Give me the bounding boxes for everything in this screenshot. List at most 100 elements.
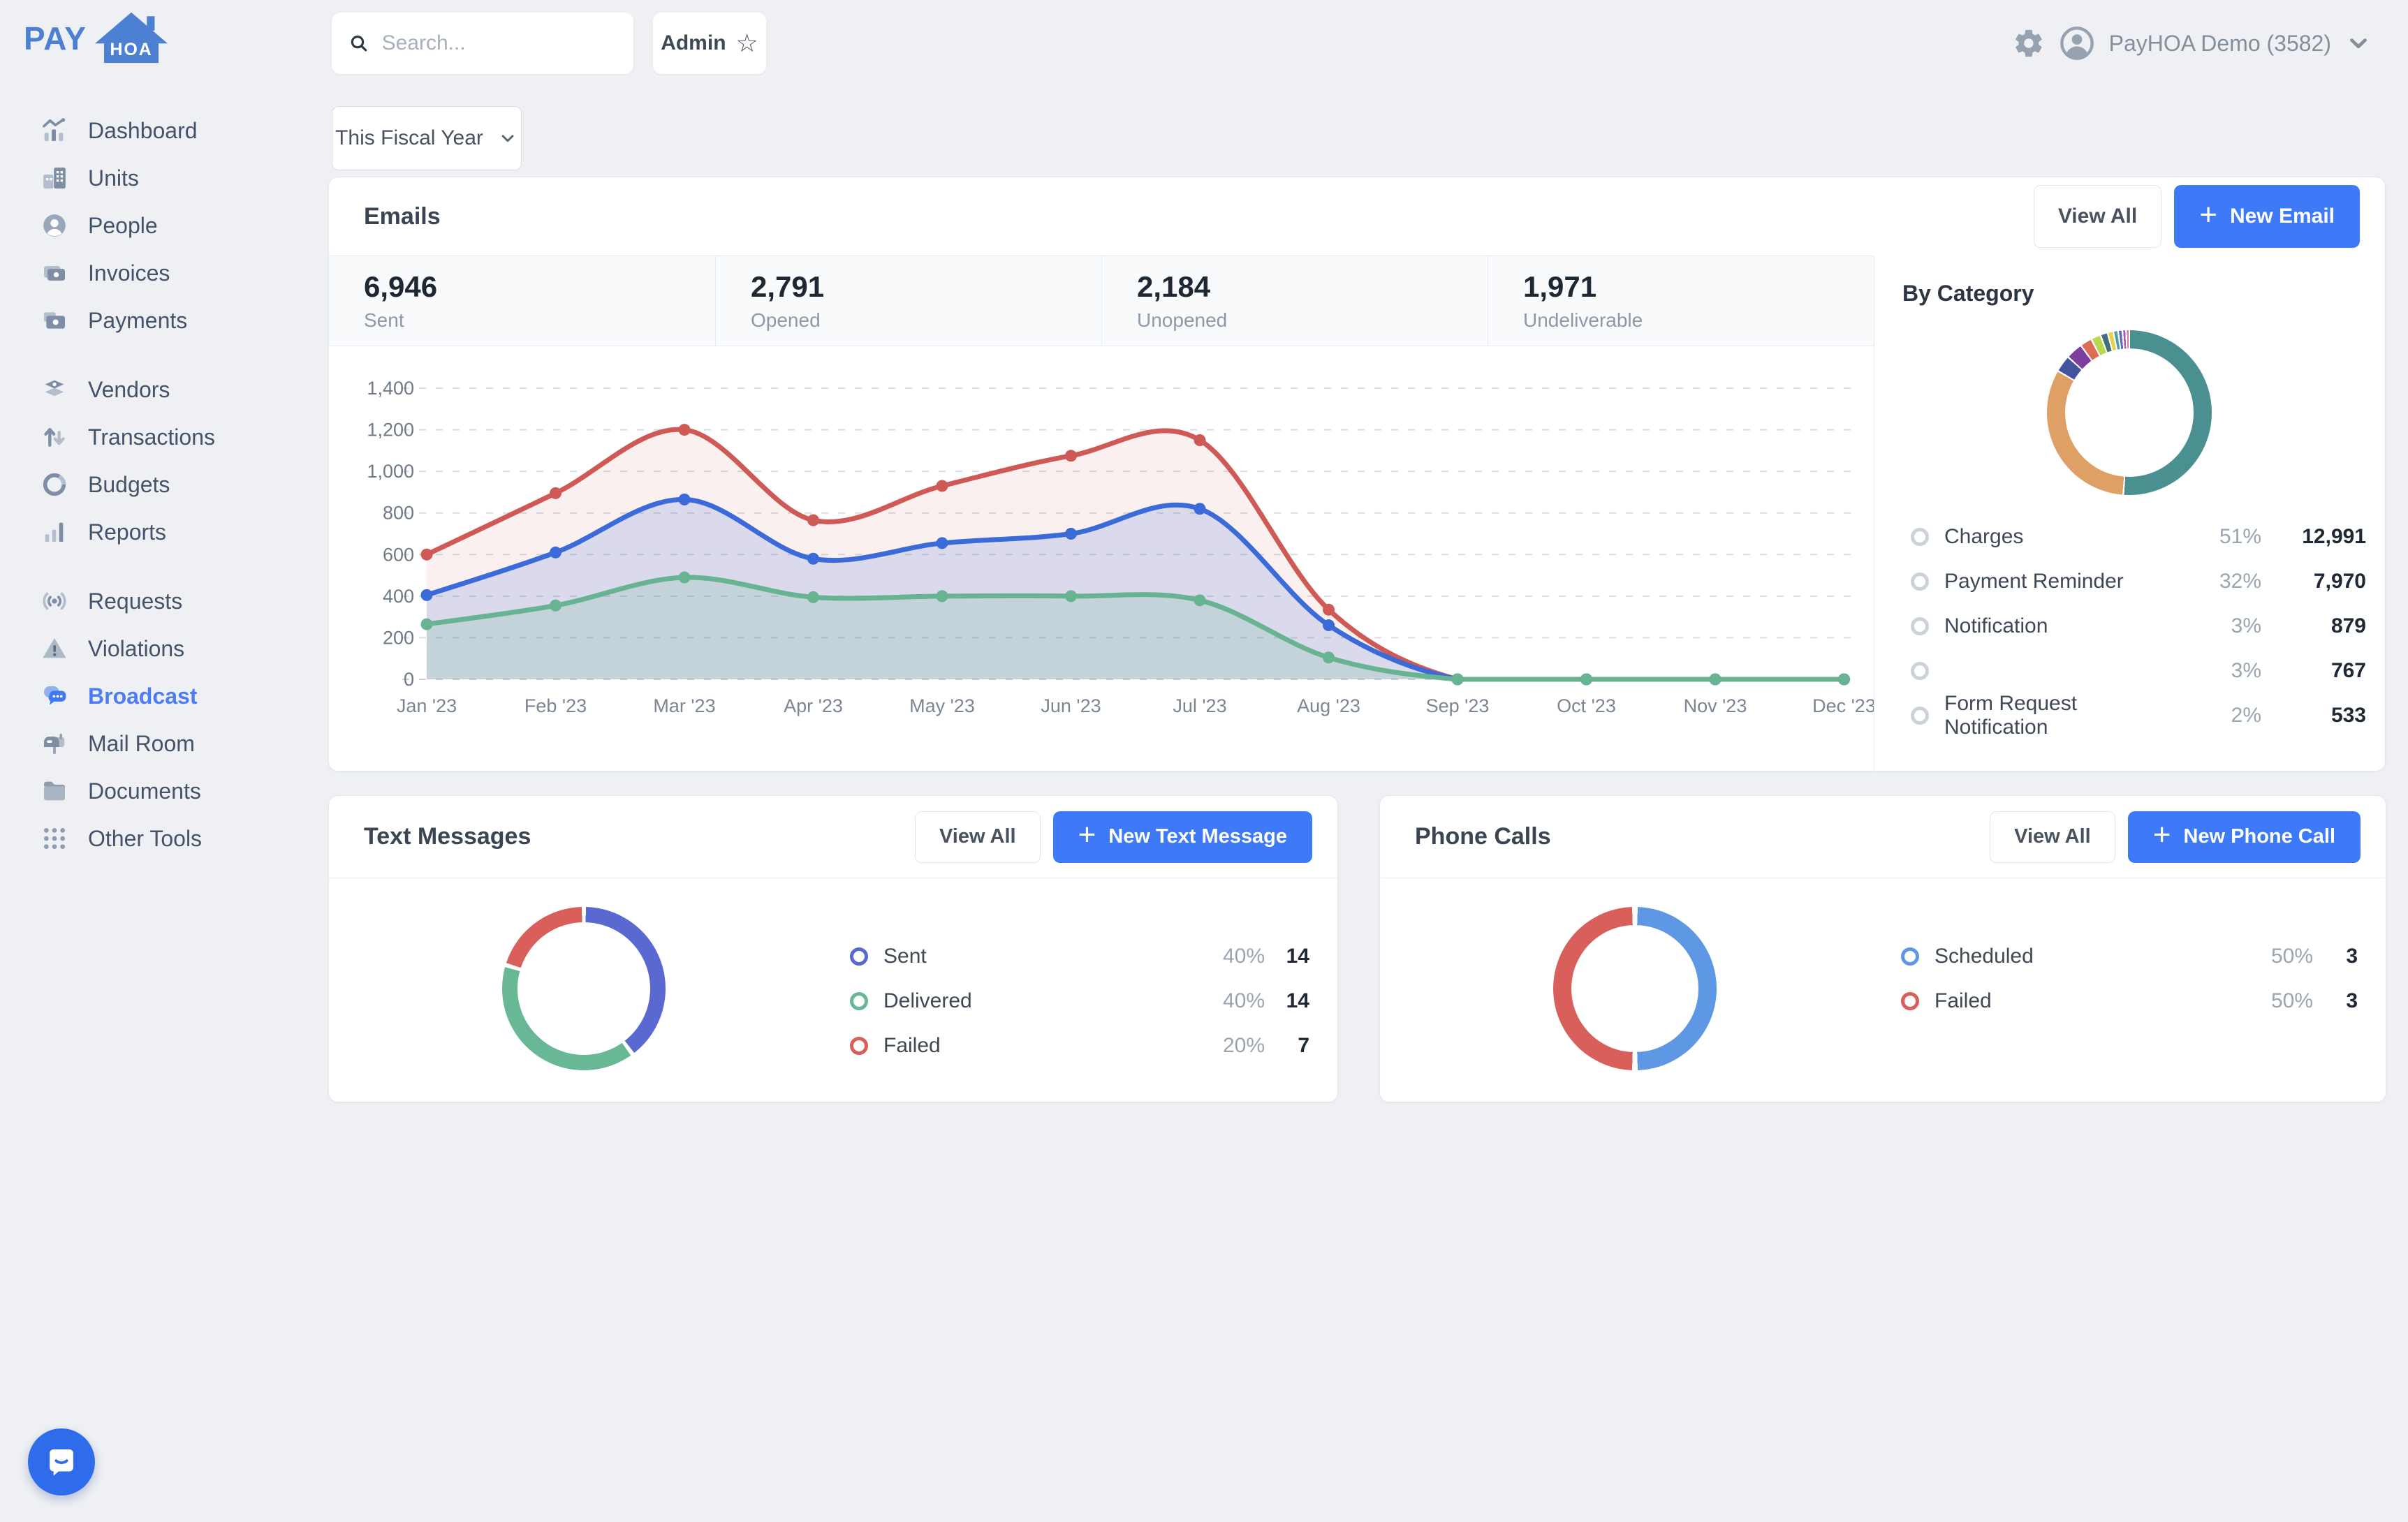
phone-calls-header: Phone Calls View All + New Phone Call — [1380, 796, 2386, 878]
sidebar-group: Requests Violations Broadcast Mail Room … — [0, 577, 321, 862]
reports-icon — [39, 517, 70, 547]
donut-hole — [2065, 348, 2194, 477]
sidebar-item-reports[interactable]: Reports — [0, 508, 321, 556]
donut-hole — [517, 922, 650, 1055]
svg-text:Jan '23: Jan '23 — [397, 695, 457, 716]
emails-area-chart: 0 200 400 600 800 1,000 1,200 1,400 Jan '23 Feb '… — [367, 378, 1874, 716]
sidebar-item-invoices[interactable]: Invoices — [0, 249, 321, 297]
svg-text:600: 600 — [383, 544, 414, 565]
new-text-message-button[interactable]: + New Text Message — [1052, 811, 1312, 863]
search-input[interactable] — [380, 31, 617, 56]
svg-text:Oct '23: Oct '23 — [1557, 695, 1616, 716]
svg-text:200: 200 — [383, 627, 414, 648]
sidebar-item-people[interactable]: People — [0, 202, 321, 249]
chat-widget-button[interactable] — [28, 1428, 95, 1495]
avatar-icon[interactable] — [2059, 25, 2095, 61]
new-email-button[interactable]: + New Email — [2174, 185, 2360, 248]
plus-icon: + — [1078, 818, 1096, 852]
sidebar-item-requests[interactable]: Requests — [0, 577, 321, 625]
sidebar: PAY HOA Dashboard Units People Invoices … — [0, 0, 321, 1522]
vendors-icon — [39, 374, 70, 405]
email-stat-undeliverable: 1,971 Undeliverable — [1488, 256, 1874, 346]
sidebar-item-label: Broadcast — [88, 683, 198, 709]
legend-ring-icon — [1911, 528, 1929, 546]
sidebar-item-units[interactable]: Units — [0, 154, 321, 202]
org-switcher-label[interactable]: PayHOA Demo (3582) — [2108, 30, 2331, 56]
plus-icon: + — [2152, 818, 2171, 852]
requests-icon — [39, 586, 70, 616]
emails-card-header: Emails View All + New Email — [329, 177, 2385, 256]
stat-label: Undeliverable — [1523, 309, 1643, 331]
svg-text:1,200: 1,200 — [367, 420, 414, 441]
svg-text:Aug '23: Aug '23 — [1297, 695, 1360, 716]
search-box[interactable] — [332, 13, 633, 74]
sidebar-group: Vendors Transactions Budgets Reports — [0, 366, 321, 556]
email-stats-row: 6,946 Sent 2,791 Opened 2,184 Unopened 1… — [329, 256, 1874, 346]
sidebar-item-payments[interactable]: Payments — [0, 297, 321, 344]
phone-calls-title: Phone Calls — [1415, 823, 1551, 850]
phone-calls-donut-chart — [1553, 907, 1717, 1070]
legend-percent: 3% — [2231, 614, 2261, 637]
user-cluster: PayHOA Demo (3582) — [2013, 13, 2372, 74]
sidebar-item-label: Vendors — [88, 376, 170, 402]
sidebar-item-label: Reports — [88, 519, 167, 545]
by-category-panel: By Category Charges 51% 12,991 Payment R… — [1874, 256, 2386, 771]
mailroom-icon — [39, 728, 70, 759]
sidebar-item-label: Units — [88, 165, 139, 191]
sidebar-item-budgets[interactable]: Budgets — [0, 461, 321, 508]
svg-text:Mar '23: Mar '23 — [653, 695, 715, 716]
new-phone-call-button[interactable]: + New Phone Call — [2127, 811, 2361, 863]
legend-item-scheduled: Scheduled 50% 3 — [1901, 934, 2358, 979]
legend-ring-icon — [1901, 992, 1919, 1010]
text-messages-donut-chart — [502, 907, 666, 1070]
emails-view-all-button[interactable]: View All — [2033, 185, 2162, 248]
sidebar-item-mail-room[interactable]: Mail Room — [0, 720, 321, 767]
sidebar-item-transactions[interactable]: Transactions — [0, 413, 321, 461]
sidebar-item-other-tools[interactable]: Other Tools — [0, 815, 321, 862]
legend-label: Payment Reminder — [1944, 570, 2124, 593]
admin-button[interactable]: Admin ☆ — [653, 13, 766, 74]
category-legend: Charges 51% 12,991 Payment Reminder 32% … — [1874, 515, 2386, 739]
stat-value: 6,946 — [364, 270, 438, 303]
category-donut-chart — [2047, 330, 2212, 495]
legend-value: 533 — [2330, 704, 2366, 727]
stat-value: 2,184 — [1137, 270, 1211, 303]
by-category-title: By Category — [1902, 281, 2034, 306]
stat-value: 1,971 — [1523, 270, 1597, 303]
svg-text:Jun '23: Jun '23 — [1041, 695, 1101, 716]
legend-value: 7 — [1298, 1034, 1309, 1057]
sidebar-item-label: Dashboard — [88, 117, 198, 143]
calls-view-all-button[interactable]: View All — [1990, 811, 2115, 863]
svg-text:0: 0 — [404, 669, 414, 690]
sidebar-item-documents[interactable]: Documents — [0, 767, 321, 815]
sidebar-item-label: Other Tools — [88, 825, 203, 851]
star-icon: ☆ — [735, 29, 758, 57]
sidebar-item-dashboard[interactable]: Dashboard — [0, 107, 321, 154]
fiscal-year-value: This Fiscal Year — [335, 126, 483, 149]
fiscal-year-select[interactable]: This Fiscal Year — [332, 106, 522, 170]
phone-calls-card: Phone Calls View All + New Phone Call Sc… — [1379, 795, 2386, 1102]
legend-value: 767 — [2330, 659, 2366, 682]
chevron-down-icon[interactable] — [2345, 30, 2372, 57]
sidebar-item-label: Payments — [88, 307, 188, 333]
documents-icon — [39, 776, 70, 806]
text-messages-header: Text Messages View All + New Text Messag… — [329, 796, 1337, 878]
legend-value: 3 — [2346, 989, 2358, 1012]
broadcast-icon — [39, 681, 70, 711]
texts-view-all-button[interactable]: View All — [914, 811, 1041, 863]
sidebar-item-broadcast[interactable]: Broadcast — [0, 672, 321, 720]
sidebar-item-label: Requests — [88, 588, 183, 614]
other-tools-icon — [39, 823, 70, 854]
svg-text:400: 400 — [383, 586, 414, 607]
settings-button[interactable] — [2013, 27, 2045, 59]
legend-item-failed: Failed 50% 3 — [1901, 979, 2358, 1024]
sidebar-item-vendors[interactable]: Vendors — [0, 366, 321, 413]
payhoa-logo[interactable]: PAY HOA — [24, 10, 170, 64]
sidebar-item-violations[interactable]: Violations — [0, 625, 321, 672]
svg-text:1,400: 1,400 — [367, 378, 414, 399]
legend-ring-icon — [850, 992, 868, 1010]
legend-value: 14 — [1286, 945, 1309, 968]
legend-ring-icon — [1911, 707, 1929, 725]
transactions-icon — [39, 422, 70, 452]
new-email-label: New Email — [2229, 205, 2335, 228]
